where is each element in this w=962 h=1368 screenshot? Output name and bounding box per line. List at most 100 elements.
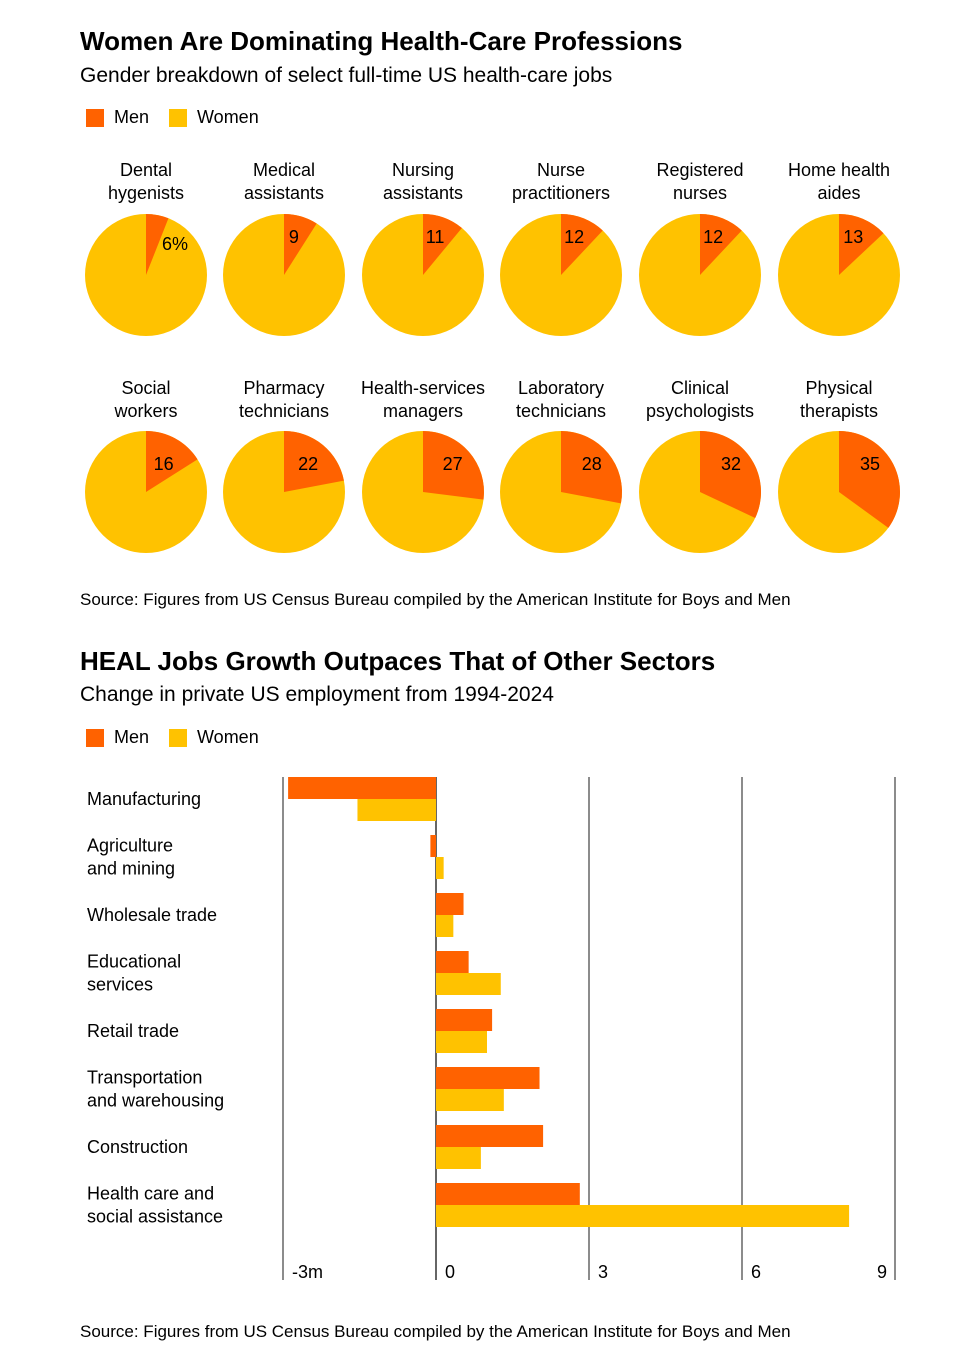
bar-women bbox=[436, 857, 444, 879]
pie-slice-men bbox=[423, 214, 462, 275]
bar-men bbox=[436, 1125, 544, 1147]
pie-value-label: 13 bbox=[843, 227, 863, 247]
pie-label-line1: Registered bbox=[656, 160, 743, 180]
bar-source: Source: Figures from US Census Bureau co… bbox=[80, 1322, 791, 1341]
pie-value-label: 32 bbox=[721, 454, 741, 474]
pie-label-line1: Pharmacy bbox=[243, 378, 324, 398]
pie-label-line2: psychologists bbox=[646, 401, 754, 421]
x-tick-label: 9 bbox=[877, 1262, 887, 1282]
pie-value-label: 28 bbox=[582, 454, 602, 474]
pie-item: Nursing assistants 11 bbox=[362, 160, 484, 336]
pie-label-line2: assistants bbox=[383, 183, 463, 203]
pie-slice-men bbox=[839, 214, 884, 275]
pie-value-label: 9 bbox=[289, 227, 299, 247]
legend-men: Men bbox=[86, 107, 149, 128]
pie-label-line2: aides bbox=[817, 183, 860, 203]
bar-women bbox=[357, 799, 436, 821]
pie-label-line1: Laboratory bbox=[518, 378, 604, 398]
legend-men: Men bbox=[86, 727, 149, 748]
bar-women bbox=[436, 1205, 850, 1227]
category-label: Retail trade bbox=[87, 1021, 179, 1041]
bar-women bbox=[436, 915, 454, 937]
category-label: Agriculture bbox=[87, 836, 173, 856]
bar-men bbox=[288, 777, 436, 799]
legend-swatch-women bbox=[169, 728, 188, 747]
bar-men bbox=[436, 893, 464, 915]
legend-swatch-women bbox=[169, 108, 188, 127]
bar-group: Agriculture and mining bbox=[87, 835, 444, 879]
pie-slice-men bbox=[423, 431, 484, 500]
category-label: Health care and bbox=[87, 1184, 214, 1204]
pie-slice-men bbox=[839, 431, 900, 528]
legend-women: Women bbox=[169, 727, 259, 748]
bar-group: Retail trade bbox=[87, 1009, 493, 1053]
bar-group: Transportation and warehousing bbox=[87, 1067, 540, 1111]
pie-item: Clinical psychologists 32 bbox=[639, 378, 761, 553]
category-label: Manufacturing bbox=[87, 789, 201, 809]
category-label: Educational bbox=[87, 952, 181, 972]
bar-chart-subtitle: Change in private US employment from 199… bbox=[80, 683, 554, 706]
pie-value-label: 22 bbox=[298, 454, 318, 474]
pie-slice-men bbox=[146, 431, 198, 492]
bar-group: Manufacturing bbox=[87, 777, 436, 821]
x-tick-label: 6 bbox=[751, 1262, 761, 1282]
x-tick-label: 0 bbox=[445, 1262, 455, 1282]
pie-slice-men bbox=[561, 214, 603, 275]
pie-label-line2: nurses bbox=[673, 183, 727, 203]
pie-label-line2: workers bbox=[113, 401, 177, 421]
pie-slice-men bbox=[284, 431, 344, 492]
pie-item: Social workers 16 bbox=[85, 378, 207, 553]
category-label: services bbox=[87, 975, 153, 995]
pie-item: Medical assistants 9 bbox=[223, 160, 345, 336]
bar-women bbox=[436, 1147, 481, 1169]
legend-swatch-men bbox=[86, 108, 104, 127]
pie-value-label: 35 bbox=[860, 454, 880, 474]
pie-label-line1: Physical bbox=[805, 378, 872, 398]
bar-legend: Men Women bbox=[86, 727, 279, 748]
pie-slice-men bbox=[284, 214, 317, 275]
category-label: social assistance bbox=[87, 1207, 223, 1227]
pie-item: Health-services managers 27 bbox=[361, 378, 485, 553]
pie-label-line2: technicians bbox=[516, 401, 606, 421]
x-tick-label: 3 bbox=[598, 1262, 608, 1282]
pie-value-label: 12 bbox=[703, 227, 723, 247]
pie-item: Home health aides 13 bbox=[778, 160, 900, 336]
pie-value-label: 27 bbox=[443, 454, 463, 474]
bar-men bbox=[430, 835, 436, 857]
bar-group: Health care and social assistance bbox=[87, 1183, 850, 1227]
bar-women bbox=[436, 973, 501, 995]
legend-label: Men bbox=[114, 107, 150, 127]
legend-label: Women bbox=[197, 727, 259, 747]
category-label: Wholesale trade bbox=[87, 905, 217, 925]
bar-group: Wholesale trade bbox=[87, 893, 464, 937]
category-label: and warehousing bbox=[87, 1091, 224, 1111]
pie-value-label: 11 bbox=[426, 227, 445, 247]
pie-chart-subtitle: Gender breakdown of select full-time US … bbox=[80, 64, 613, 87]
pie-label-line2: hygenists bbox=[108, 183, 184, 203]
pie-label-line1: Nursing bbox=[392, 160, 454, 180]
pie-label-line1: Nurse bbox=[537, 160, 585, 180]
bar-women bbox=[436, 1089, 504, 1111]
category-label: Construction bbox=[87, 1137, 188, 1157]
bar-group: Educational services bbox=[87, 951, 501, 995]
bar-chart: -3m 0 3 6 9 Manufacturing Agriculture and minin… bbox=[87, 777, 896, 1282]
pie-item: Dental hygenists 6% bbox=[85, 160, 207, 336]
bar-men bbox=[436, 951, 469, 973]
pie-label-line1: Clinical bbox=[671, 378, 729, 398]
pie-item: Nurse practitioners 12 bbox=[500, 160, 622, 336]
bar-men bbox=[436, 1067, 540, 1089]
pie-label-line2: technicians bbox=[239, 401, 329, 421]
pie-label-line1: Home health bbox=[788, 160, 890, 180]
pie-chart-title: Women Are Dominating Health-Care Profess… bbox=[80, 26, 683, 56]
pie-item: Physical therapists 35 bbox=[778, 378, 900, 553]
bar-group: Construction bbox=[87, 1125, 544, 1169]
pie-label-line2: therapists bbox=[800, 401, 878, 421]
bar-chart-title: HEAL Jobs Growth Outpaces That of Other … bbox=[80, 646, 716, 676]
category-label: and mining bbox=[87, 859, 175, 879]
category-label: Transportation bbox=[87, 1068, 202, 1088]
pie-value-label: 16 bbox=[154, 454, 174, 474]
pie-label-line1: Health-services bbox=[361, 378, 485, 398]
legend-women: Women bbox=[169, 107, 259, 128]
pie-label-line1: Medical bbox=[253, 160, 315, 180]
pie-slice-men bbox=[700, 431, 761, 518]
